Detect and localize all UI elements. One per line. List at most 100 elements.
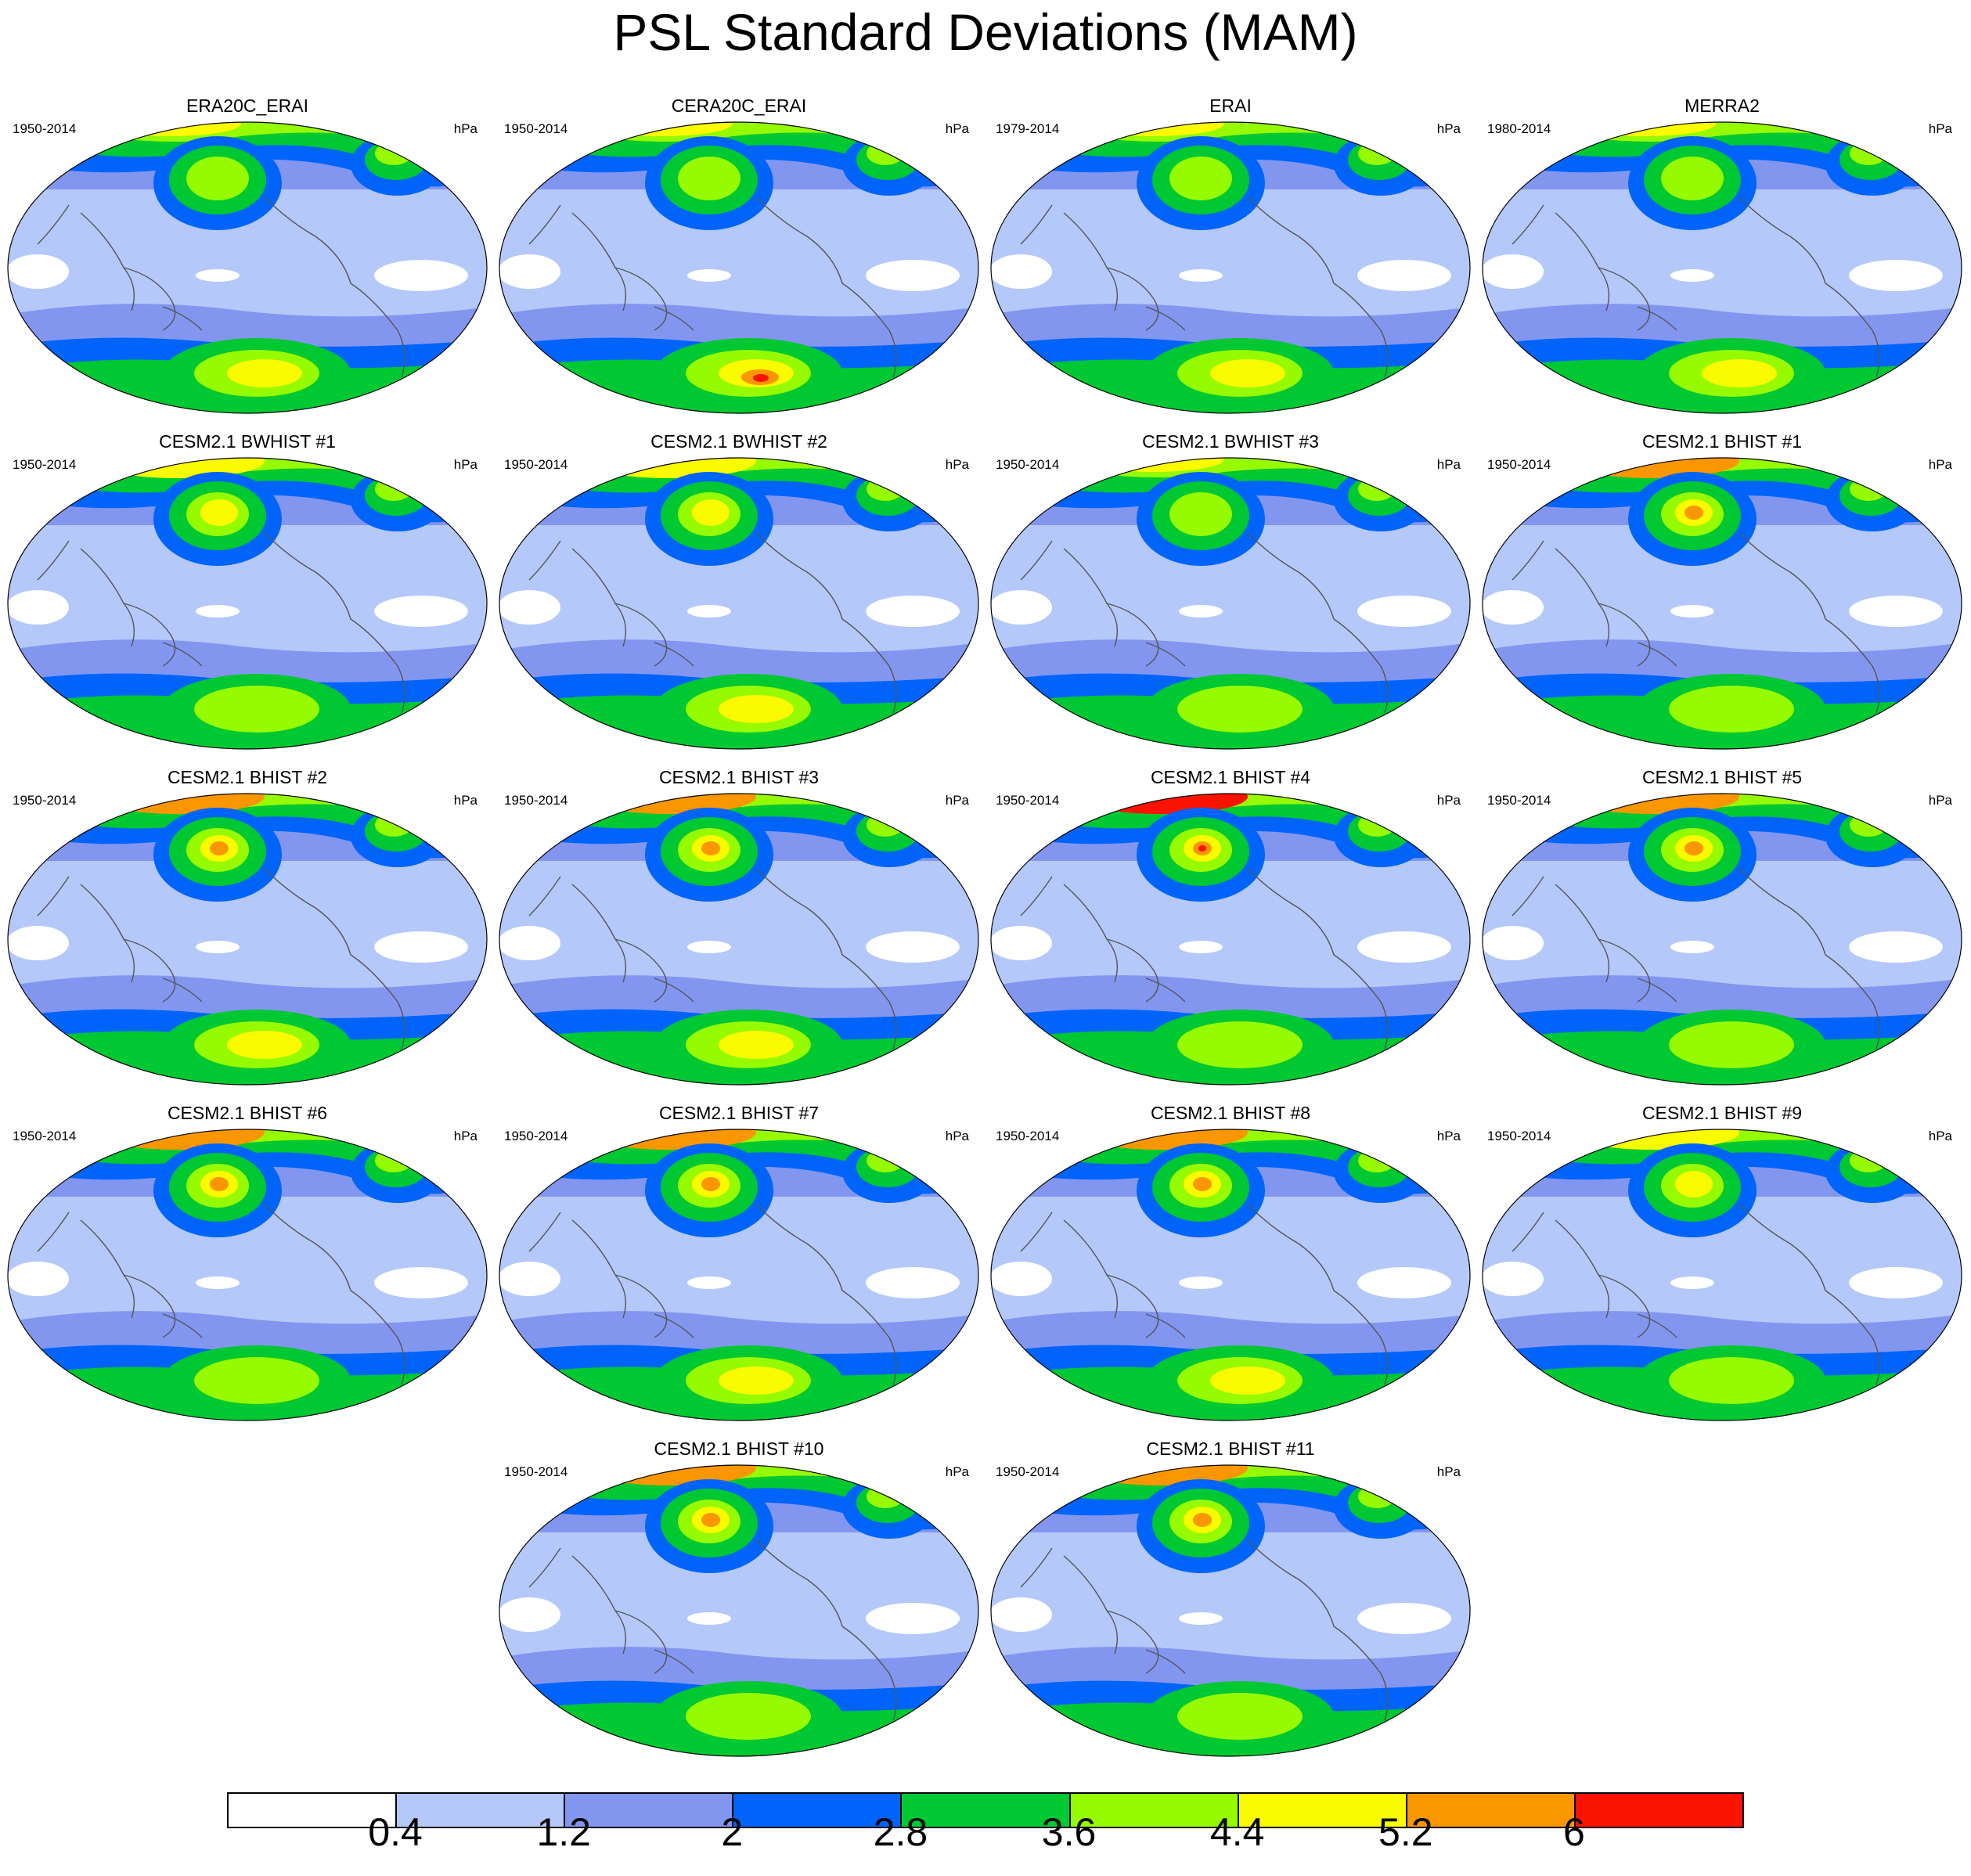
map-panel: CESM2.1 BHIST #10 1950-2014 hPa (498, 1440, 980, 1761)
coastline-1 (123, 1274, 176, 1338)
map-plot (7, 1129, 488, 1421)
map-plot (990, 121, 1471, 414)
coastline-5 (162, 978, 203, 1003)
contour-fill-tropical-low-atlantic (1849, 1267, 1943, 1298)
coastline-3 (350, 1290, 405, 1385)
contour-fill-sh-centre-inner (227, 359, 302, 387)
panel-unit: hPa (1928, 1129, 1952, 1143)
panel-title: ERAI (1209, 95, 1252, 116)
colorbar-box (1068, 1792, 1239, 1828)
contour-fill-tropical-low-atlantic (1357, 596, 1451, 627)
coastline-5 (654, 1649, 694, 1674)
map-boundary (499, 1129, 979, 1421)
contour-fill-tropical-low-atlantic (1357, 260, 1451, 291)
contour-fill-tropical-low-central (687, 941, 731, 953)
map-plot (499, 121, 979, 414)
coastline-4 (1512, 540, 1544, 581)
contour-fill-aleutian-inner (1661, 157, 1724, 200)
map-plot (7, 121, 488, 414)
coastline-3 (841, 1626, 897, 1721)
map-boundary (499, 1464, 979, 1757)
coastline-0 (80, 884, 135, 983)
coastline-5 (654, 642, 694, 667)
map-plot (1482, 457, 1962, 750)
coastline-2 (264, 196, 351, 284)
contour-fill-tropical-low-west (8, 926, 69, 960)
coastline-1 (614, 1610, 668, 1674)
map-boundary (499, 793, 979, 1086)
contour-fill-tropical-low-atlantic (1849, 931, 1943, 963)
contour-fill-tropical-low-central (687, 269, 731, 282)
coastline-2 (264, 1204, 351, 1291)
coastline-2 (755, 868, 843, 956)
colorbar-box (1405, 1792, 1576, 1828)
panel-period: 1950-2014 (504, 121, 568, 136)
panel-title: CESM2.1 BWHIST #1 (159, 431, 336, 452)
coastline-1 (1598, 603, 1651, 667)
coastline-3 (1333, 283, 1389, 378)
contour-fill-aleutian-peak (1685, 506, 1703, 520)
contour-fill-sh-centre-peak (753, 374, 769, 382)
coastline-3 (1333, 618, 1389, 714)
panel-title: CESM2.1 BHIST #11 (1146, 1439, 1315, 1459)
contour-fill-tropical-low-west (499, 1262, 560, 1296)
coastline-1 (1598, 938, 1651, 1003)
panel-period: 1950-2014 (13, 121, 77, 136)
coastline-3 (1825, 1290, 1880, 1385)
panel-title: CERA20C_ERAI (671, 95, 807, 116)
coastline-1 (123, 267, 176, 331)
coastline-4 (37, 540, 70, 581)
contour-fill-tropical-low-atlantic (374, 931, 468, 963)
coastline-3 (841, 618, 897, 714)
map-panel: ERA20C_ERAI 1950-2014 hPa (6, 97, 488, 418)
contour-fill-atlantic-inner (1850, 477, 1887, 501)
contour-fill-tropical-low-west (991, 1262, 1052, 1296)
panel-title: CESM2.1 BHIST #9 (1641, 1103, 1803, 1123)
contour-fill-tropical-low-central (1179, 605, 1223, 618)
contour-fill-aleutian-core (1675, 1171, 1713, 1197)
contour-fill-tropical-low-central (196, 605, 240, 618)
map-boundary (1482, 121, 1962, 414)
panel-period: 1950-2014 (504, 457, 568, 472)
coastline-4 (528, 540, 561, 581)
coastline-4 (1020, 204, 1053, 245)
contour-fill-aleutian-peak (1193, 1177, 1212, 1191)
colorbar-tick-label: 6 (1562, 1810, 1585, 1854)
panel-period: 1950-2014 (996, 457, 1060, 472)
contour-fill-tropical-low-central (1179, 1276, 1223, 1289)
map-boundary (990, 121, 1471, 414)
contour-fill-tropical-low-west (1483, 926, 1544, 960)
contour-fill-tropical-low-west (991, 254, 1052, 289)
coastline-0 (571, 548, 626, 647)
map-panel: CESM2.1 BHIST #2 1950-2014 hPa (6, 769, 488, 1089)
coastline-5 (1637, 306, 1677, 331)
coastline-5 (1145, 978, 1186, 1003)
map-panel: MERRA2 1980-2014 hPa (1481, 97, 1963, 418)
contour-fill-aleutian-peak (210, 1177, 229, 1191)
contour-fill-atlantic-inner (1358, 1149, 1396, 1172)
colorbar-tick-label: 1.2 (536, 1810, 591, 1854)
panel-period: 1950-2014 (1487, 1129, 1551, 1143)
map-plot (1482, 1129, 1962, 1421)
panel-title: ERA20C_ERAI (186, 95, 308, 116)
coastline-4 (1020, 876, 1053, 916)
contour-fill-tropical-low-west (1483, 254, 1544, 289)
coastline-1 (614, 938, 668, 1003)
coastline-4 (1020, 1547, 1053, 1588)
coastline-3 (1825, 283, 1880, 378)
map-panel-grid: ERA20C_ERAI 1950-2014 hPa CERA20C_ERAI 1950-… (6, 95, 1963, 1757)
contour-fill-tropical-low-west (499, 254, 560, 289)
coastline-4 (528, 876, 561, 916)
coastline-1 (1106, 1610, 1159, 1674)
map-panel: CESM2.1 BHIST #4 1950-2014 hPa (989, 769, 1472, 1089)
coastline-2 (1247, 532, 1335, 620)
panel-title: CESM2.1 BWHIST #3 (1142, 431, 1319, 452)
colorbar-box (1573, 1792, 1744, 1828)
coastline-3 (1333, 1290, 1389, 1385)
coastline-4 (1020, 540, 1053, 581)
map-panel: CERA20C_ERAI 1950-2014 hPa (498, 97, 980, 418)
contour-fill-sh-centre-mid (194, 1357, 319, 1404)
coastline-1 (614, 267, 668, 331)
coastline-5 (162, 1313, 203, 1338)
coastline-0 (1555, 1219, 1609, 1319)
